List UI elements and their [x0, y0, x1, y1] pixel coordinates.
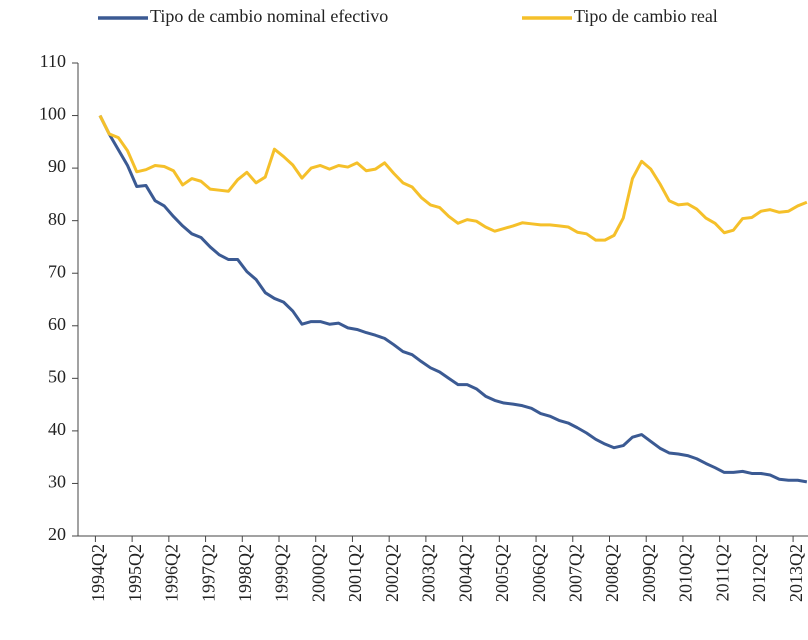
legend-label: Tipo de cambio real [574, 6, 718, 26]
y-tick-label: 70 [48, 261, 66, 281]
x-tick-label: 2013Q2 [786, 544, 806, 602]
x-tick-label: 2001Q2 [345, 544, 365, 602]
x-tick-label: 2004Q2 [455, 544, 475, 602]
y-tick-label: 50 [48, 366, 66, 386]
legend-label: Tipo de cambio nominal efectivo [150, 6, 388, 26]
x-tick-label: 2003Q2 [419, 544, 439, 602]
x-tick-label: 2005Q2 [492, 544, 512, 602]
x-tick-label: 2000Q2 [308, 544, 328, 602]
y-tick-label: 60 [48, 314, 66, 334]
y-tick-label: 100 [39, 104, 66, 124]
x-tick-label: 1996Q2 [162, 544, 182, 602]
y-tick-label: 80 [48, 209, 66, 229]
x-tick-label: 1998Q2 [235, 544, 255, 602]
x-tick-label: 1994Q2 [88, 544, 108, 602]
y-tick-label: 90 [48, 156, 66, 176]
x-tick-label: 1995Q2 [125, 544, 145, 602]
x-tick-label: 2010Q2 [676, 544, 696, 602]
data-line [98, 114, 808, 484]
x-tick-label: 2011Q2 [712, 544, 732, 601]
x-tick-label: 2009Q2 [639, 544, 659, 602]
x-tick-label: 2006Q2 [529, 544, 549, 602]
x-tick-label: 2012Q2 [749, 544, 769, 602]
x-tick-label: 2002Q2 [382, 544, 402, 602]
y-tick-label: 30 [48, 472, 66, 492]
x-tick-label: 1999Q2 [272, 544, 292, 602]
x-tick-label: 2007Q2 [565, 544, 585, 602]
y-tick-label: 110 [40, 51, 66, 71]
x-tick-label: 2008Q2 [602, 544, 622, 602]
y-tick-label: 40 [48, 419, 66, 439]
y-tick-label: 20 [48, 524, 66, 544]
data-line [98, 114, 808, 242]
x-tick-label: 1997Q2 [198, 544, 218, 602]
